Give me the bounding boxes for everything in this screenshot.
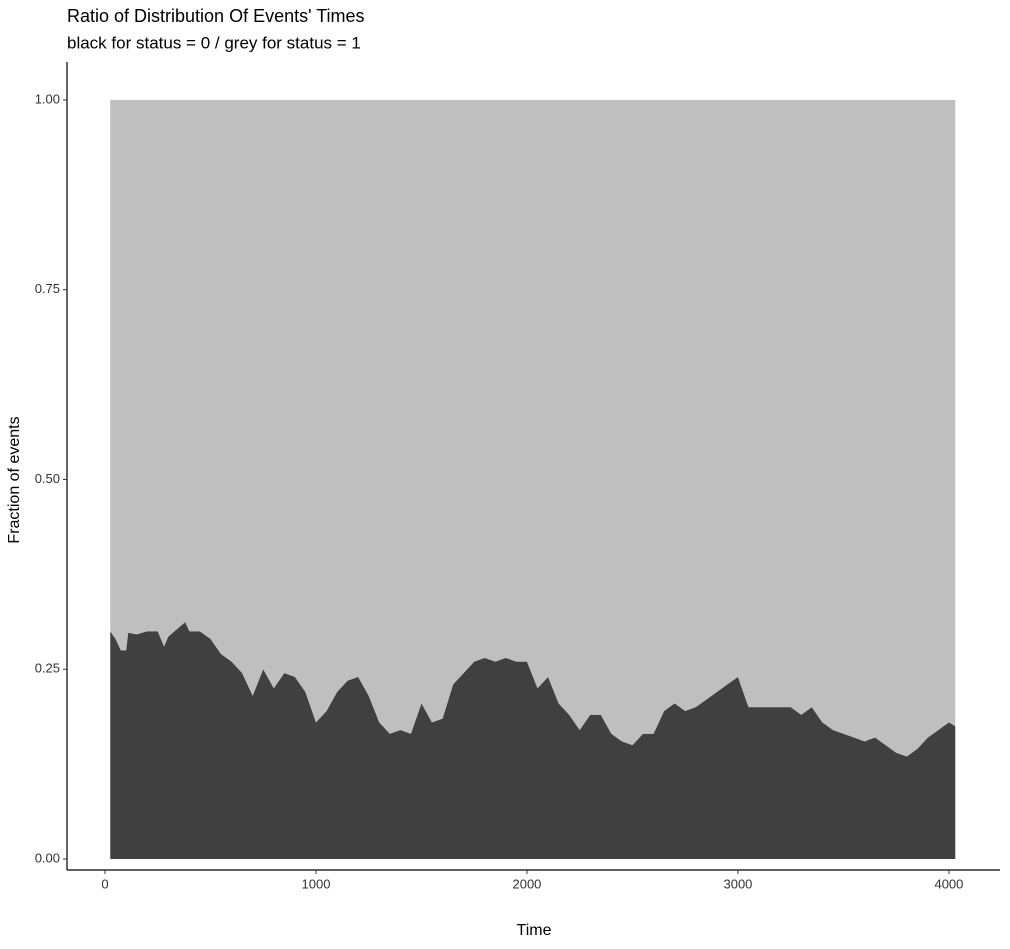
x-axis-label: Time bbox=[517, 922, 552, 939]
x-tick-label: 1000 bbox=[302, 876, 331, 891]
area bbox=[110, 99, 956, 757]
y-tick-label: 0.00 bbox=[35, 850, 60, 865]
x-tick-label: 2000 bbox=[512, 876, 541, 891]
y-tick-label: 1.00 bbox=[35, 91, 60, 106]
chart-title: Ratio of Distribution Of Events' Times bbox=[67, 6, 365, 26]
y-tick-label: 0.25 bbox=[35, 661, 60, 676]
area bbox=[110, 622, 956, 859]
y-tick-label: 0.75 bbox=[35, 281, 60, 296]
chart-subtitle: black for status = 0 / grey for status =… bbox=[67, 33, 361, 52]
y-axis-label: Fraction of events bbox=[6, 416, 23, 543]
x-tick-label: 4000 bbox=[934, 876, 963, 891]
x-tick-label: 3000 bbox=[723, 876, 752, 891]
x-tick-label: 0 bbox=[101, 876, 108, 891]
y-tick-label: 0.50 bbox=[35, 471, 60, 486]
